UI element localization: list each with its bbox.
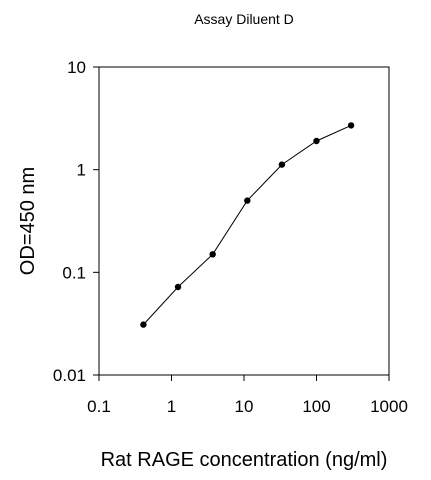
series-layer xyxy=(140,122,355,328)
x-tick-label: 0.1 xyxy=(87,397,111,416)
y-tick-label: 0.1 xyxy=(62,263,86,282)
y-tick-label: 1 xyxy=(77,161,86,180)
x-axis-label: Rat RAGE concentration (ng/ml) xyxy=(101,449,388,471)
data-point xyxy=(244,197,251,204)
data-point xyxy=(140,321,147,328)
y-axis-label: OD=450 nm xyxy=(17,167,39,275)
x-tick-label: 10 xyxy=(235,397,254,416)
plot-frame xyxy=(98,66,390,376)
data-point xyxy=(313,137,320,145)
y-tick-label: 10 xyxy=(67,58,86,77)
y-tick-label: 0.01 xyxy=(53,366,86,385)
x-tick-label: 1 xyxy=(167,397,176,416)
x-tick-label: 1000 xyxy=(370,397,408,416)
series-line xyxy=(143,124,352,325)
x-tick-label: 100 xyxy=(302,397,330,416)
data-point xyxy=(174,283,182,291)
x-axis-ticks: 0.1 1 10 100 1000 xyxy=(87,375,408,416)
y-axis-ticks: 0.01 0.1 1 10 xyxy=(53,58,99,385)
data-point xyxy=(347,122,355,129)
data-point xyxy=(209,251,216,258)
data-point xyxy=(278,161,286,168)
chart-title: Assay Diluent D xyxy=(194,11,294,27)
